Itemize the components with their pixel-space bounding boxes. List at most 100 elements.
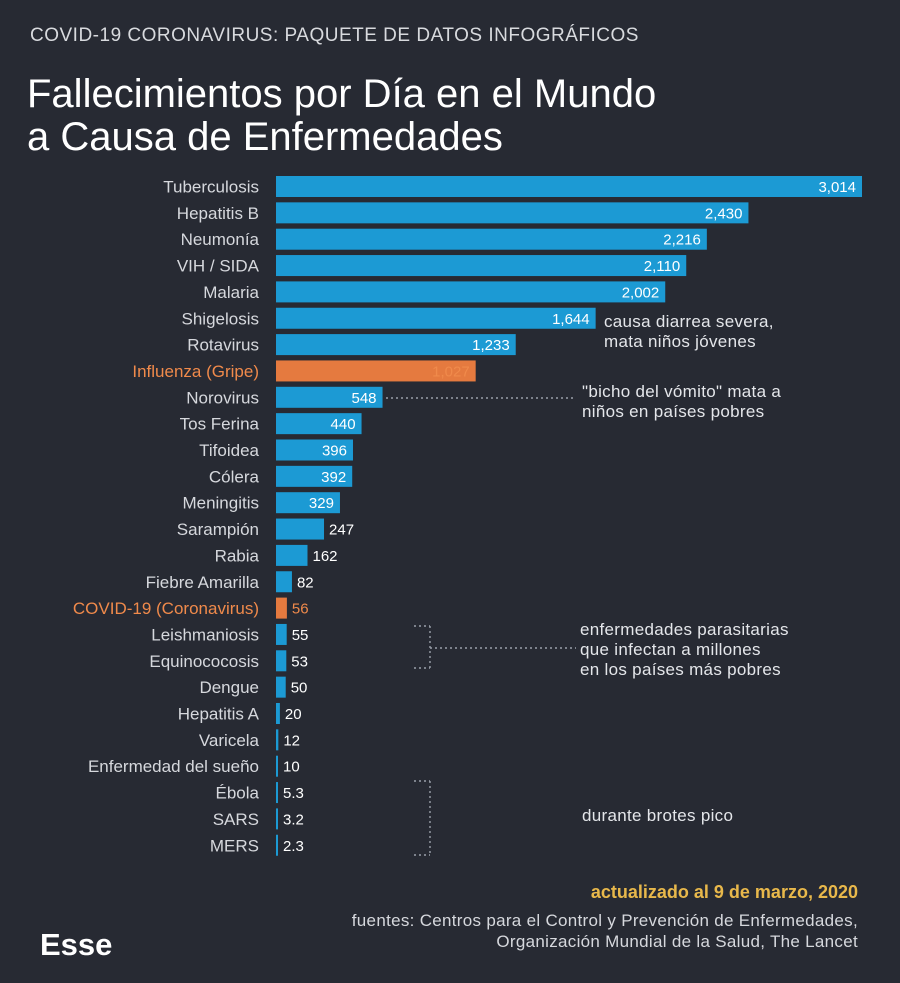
value-label-ebola: 5.3: [283, 785, 304, 802]
bar-vih-sida: [276, 255, 687, 277]
value-label-equinococosis: 53: [291, 653, 308, 670]
value-label-colera: 392: [321, 469, 346, 486]
value-label-sars: 3.2: [283, 811, 304, 828]
category-label-sars: SARS: [213, 810, 259, 829]
category-label-shigelosis: Shigelosis: [182, 309, 260, 328]
bars-group: Tuberculosis 3,014 Hepatitis B 2,430 Neumoní…: [73, 176, 862, 856]
bar-hepatitis-a: [276, 703, 280, 724]
bar-hepatitis-b: [276, 202, 749, 224]
value-label-rotavirus: 1,233: [472, 337, 510, 354]
bar-sars: [276, 808, 278, 830]
value-label-mers: 2.3: [283, 838, 304, 855]
bar-equinococosis: [276, 650, 287, 672]
value-label-neumonia: 2,216: [663, 232, 701, 249]
category-label-meningitis: Meningitis: [182, 494, 259, 513]
brand-logo: Esse: [40, 927, 113, 962]
bar-rabia: [276, 544, 308, 566]
category-label-leishmaniosis: Leishmaniosis: [151, 625, 259, 644]
sources-line2: Organización Mundial de la Salud, The La…: [496, 932, 858, 951]
category-label-vih-sida: VIH / SIDA: [177, 257, 260, 276]
annotation-parasitic: enfermedades parasitarias que infectan a…: [580, 620, 789, 680]
value-label-vih-sida: 2,110: [644, 258, 680, 275]
annotation-outbreaks: durante brotes pico: [582, 806, 734, 825]
category-label-malaria: Malaria: [203, 283, 259, 302]
bar-mers: [276, 834, 278, 856]
annotation-parasitic-line2: que infectan a millones: [580, 640, 761, 659]
sources-line1: fuentes: Centros para el Control y Preve…: [351, 911, 858, 930]
category-label-neumonia: Neumonía: [181, 230, 260, 249]
value-label-enfermedad-del-sueno: 10: [283, 759, 300, 776]
bar-tuberculosis: [276, 176, 862, 197]
bar-varicela: [276, 729, 279, 751]
bar-chart: Tuberculosis 3,014 Hepatitis B 2,430 Neumoní…: [73, 176, 862, 856]
annotation-parasitic-line1: enfermedades parasitarias: [580, 620, 789, 639]
value-label-dengue: 50: [291, 680, 308, 697]
sources: fuentes: Centros para el Control y Preve…: [352, 910, 858, 952]
category-label-hepatitis-b: Hepatitis B: [177, 204, 259, 223]
chart-title-line2: a Causa de Enfermedades: [27, 115, 503, 159]
bar-ebola: [276, 782, 278, 804]
category-label-enfermedad-del-sueno: Enfermedad del sueño: [88, 757, 259, 776]
bar-leishmaniosis: [276, 623, 287, 645]
value-label-norovirus: 548: [352, 390, 377, 407]
category-label-varicela: Varicela: [199, 731, 260, 750]
annotation-shigelosis: causa diarrea severa, mata niños jóvenes: [604, 312, 774, 352]
category-label-rabia: Rabia: [215, 546, 260, 565]
category-label-hepatitis-a: Hepatitis A: [178, 705, 260, 724]
annotation-guides: [386, 397, 576, 856]
bar-covid-19-coronavirus: [276, 597, 287, 619]
chart-title-line1: Fallecimientos por Día en el Mundo: [27, 72, 657, 116]
category-label-tuberculosis: Tuberculosis: [163, 178, 259, 197]
value-label-covid-19-coronavirus: 56: [292, 601, 309, 618]
value-label-influenza-gripe: 1,027: [432, 363, 470, 380]
value-label-hepatitis-a: 20: [285, 706, 302, 723]
category-label-dengue: Dengue: [199, 678, 259, 697]
value-label-tos-ferina: 440: [331, 416, 356, 433]
value-label-varicela: 12: [283, 732, 300, 749]
bar-malaria: [276, 281, 666, 303]
annotation-shigelosis-line2: mata niños jóvenes: [604, 332, 756, 351]
bar-norovirus: [276, 386, 383, 408]
annotation-norovirus-line2: niños en países pobres: [582, 402, 765, 421]
category-label-colera: Cólera: [209, 467, 260, 486]
bar-tos-ferina: [276, 413, 362, 435]
value-label-sarampion: 247: [329, 522, 354, 539]
value-label-malaria: 2,002: [622, 284, 660, 301]
value-label-tuberculosis: 3,014: [818, 179, 856, 196]
annotation-norovirus-line1: "bicho del vómito" mata a: [582, 382, 782, 401]
annotation-norovirus: "bicho del vómito" mata a niños en paíse…: [582, 382, 781, 422]
bar-tifoidea: [276, 439, 353, 461]
category-label-rotavirus: Rotavirus: [187, 336, 259, 355]
category-label-fiebre-amarilla: Fiebre Amarilla: [146, 573, 260, 592]
annotation-shigelosis-line1: causa diarrea severa,: [604, 312, 774, 331]
bar-shigelosis: [276, 307, 596, 329]
bar-influenza-gripe: [276, 360, 476, 382]
chart-title: Fallecimientos por Día en el Mundo a Cau…: [27, 73, 656, 159]
category-label-sarampion: Sarampión: [177, 520, 259, 539]
value-label-fiebre-amarilla: 82: [297, 574, 314, 591]
value-label-hepatitis-b: 2,430: [705, 205, 743, 222]
category-label-influenza-gripe: Influenza (Gripe): [132, 362, 259, 381]
bar-colera: [276, 465, 353, 487]
value-label-leishmaniosis: 55: [292, 627, 309, 644]
bar-sarampion: [276, 518, 325, 540]
category-label-mers: MERS: [210, 836, 259, 855]
category-label-equinococosis: Equinococosis: [149, 652, 259, 671]
value-label-tifoidea: 396: [322, 443, 347, 460]
value-label-meningitis: 329: [309, 495, 334, 512]
bar-meningitis: [276, 492, 340, 514]
category-label-covid-19-coronavirus: COVID-19 (Coronavirus): [73, 599, 259, 618]
bar-enfermedad-del-sueno: [276, 755, 278, 777]
updated-date: actualizado al 9 de marzo, 2020: [590, 882, 858, 902]
category-label-tifoidea: Tifoidea: [199, 441, 259, 460]
annotation-parasitic-line3: en los países más pobres: [580, 660, 781, 679]
bar-dengue: [276, 676, 286, 698]
bar-rotavirus: [276, 334, 516, 356]
value-label-rabia: 162: [312, 548, 337, 565]
bar-neumonia: [276, 228, 707, 250]
kicker: COVID-19 CORONAVIRUS: PAQUETE DE DATOS I…: [30, 25, 639, 46]
bar-fiebre-amarilla: [276, 571, 292, 593]
category-label-norovirus: Norovirus: [186, 388, 259, 407]
category-label-ebola: Ébola: [216, 784, 260, 803]
category-label-tos-ferina: Tos Ferina: [180, 415, 260, 434]
